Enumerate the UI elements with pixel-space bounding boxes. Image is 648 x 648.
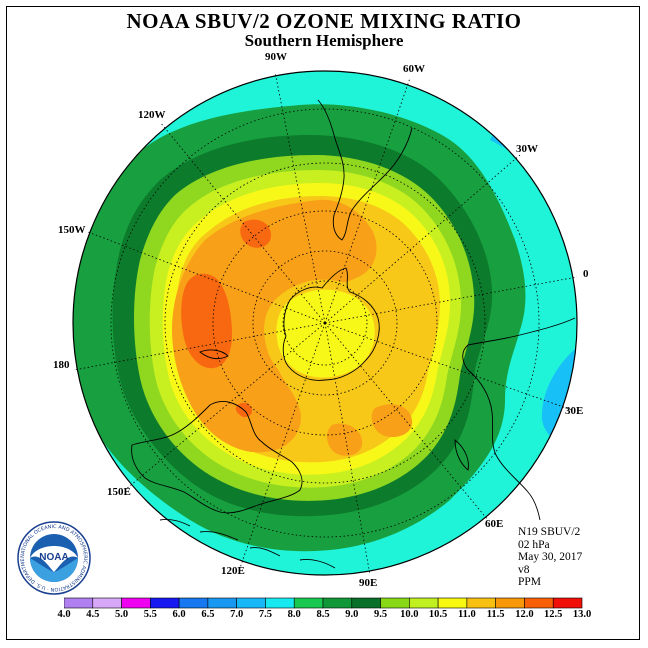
noaa-logo: NATIONAL OCEANIC AND ATMOSPHERIC ADMINIS…	[16, 520, 91, 595]
label-150w: 150W	[58, 224, 86, 236]
colorbar-swatch	[380, 597, 410, 609]
label-30e: 30E	[565, 405, 584, 417]
colorbar-swatch	[64, 597, 94, 609]
info-units: PPM	[518, 576, 542, 588]
colorbar-tick-label: 8.5	[316, 609, 330, 620]
colorbar-tick-label: 10.0	[400, 609, 419, 620]
colorbar-tick-label: 11.0	[457, 609, 476, 620]
colorbar-swatch	[466, 597, 496, 609]
info-pressure: 02 hPa	[518, 538, 550, 551]
colorbar-tick-label: 11.5	[486, 609, 505, 620]
coast-antarctica	[282, 267, 380, 381]
coast-madagascar	[454, 439, 469, 471]
colorbar-swatch	[322, 597, 353, 609]
coast-africa	[462, 317, 576, 521]
colorbar-tick-label: 5.0	[114, 609, 129, 620]
label-60w: 60W	[403, 63, 425, 75]
label-120w: 120W	[138, 109, 166, 121]
colorbar-swatch	[552, 597, 583, 609]
map-title: NOAA SBUV/2 OZONE MIXING RATIO	[126, 9, 522, 33]
colorbar-tick-label: 8.0	[287, 609, 301, 620]
colorbar-tick-label: 13.0	[572, 609, 592, 620]
colorbar-swatch	[437, 597, 468, 609]
info-date: May 30, 2017	[518, 551, 583, 563]
region-11.0-11.5-d	[303, 207, 333, 238]
colorbar-tick-label: 6.5	[201, 609, 215, 620]
colorbar-tick-label: 6.0	[172, 609, 186, 620]
colorbar-swatch	[409, 597, 439, 609]
figure-frame	[6, 6, 640, 640]
coast-new-zealand	[199, 349, 229, 360]
region-11.0-11.5	[172, 199, 377, 453]
colorbar-swatch	[236, 597, 266, 609]
colorbar-tick-label: 9.0	[345, 609, 359, 620]
colorbar-tick-label: 7.5	[258, 609, 272, 620]
colorbar-tick-label: 7.0	[230, 609, 244, 620]
region-11.0-11.5-b	[326, 423, 363, 456]
south-pole-marker	[323, 321, 327, 325]
map-subtitle: Southern Hemisphere	[244, 31, 404, 50]
colorbar-swatch	[293, 597, 324, 609]
coast-sumatra	[299, 559, 336, 569]
label-180: 180	[53, 359, 70, 371]
label-150e: 150E	[107, 486, 131, 498]
graticule	[73, 71, 578, 576]
svg-text:NOAA: NOAA	[39, 552, 68, 563]
colorbar-swatch	[178, 597, 209, 609]
colorbar-tick-label: 10.5	[428, 609, 448, 620]
info-version: v8	[518, 563, 530, 576]
region-11.5-12.0	[181, 273, 232, 369]
colorbar-tick-label: 4.5	[86, 609, 100, 620]
label-60e: 60E	[485, 518, 504, 530]
colorbar-swatch	[351, 597, 381, 609]
colorbar-swatch	[207, 597, 237, 609]
region-11.0-11.5-c	[371, 404, 413, 438]
region-10.0-10.5-core	[276, 289, 375, 378]
colorbar	[64, 597, 583, 609]
colorbar-tick-label: 9.5	[373, 609, 388, 620]
info-satellite: N19 SBUV/2	[518, 526, 581, 538]
colorbar-tick-label: 4.0	[57, 609, 71, 620]
coast-indonesia	[159, 519, 281, 557]
label-90w: 90W	[265, 51, 287, 63]
colorbar-swatch	[92, 597, 122, 609]
label-120e: 120E	[221, 565, 245, 577]
colorbar-tick-label: 12.5	[544, 609, 563, 620]
label-0: 0	[583, 268, 589, 280]
coast-australia	[131, 401, 303, 514]
colorbar-swatch	[495, 597, 525, 609]
map-boundary	[72, 70, 578, 576]
label-90e: 90E	[359, 577, 378, 589]
coast-south-america	[317, 99, 413, 241]
region-11.5-12.0-b	[240, 219, 272, 248]
info-block: N19 SBUV/2 02 hPa May 30, 2017 v8 PPM	[518, 526, 582, 589]
label-30w: 30W	[516, 143, 538, 155]
colorbar-swatch	[524, 597, 554, 609]
colorbar-tick-label: 12.0	[515, 609, 534, 620]
colorbar-swatch	[150, 597, 180, 609]
colorbar-swatch	[265, 597, 295, 609]
coastlines	[131, 99, 576, 569]
colorbar-swatch	[121, 597, 151, 609]
colorbar-tick-label: 5.5	[143, 609, 157, 620]
